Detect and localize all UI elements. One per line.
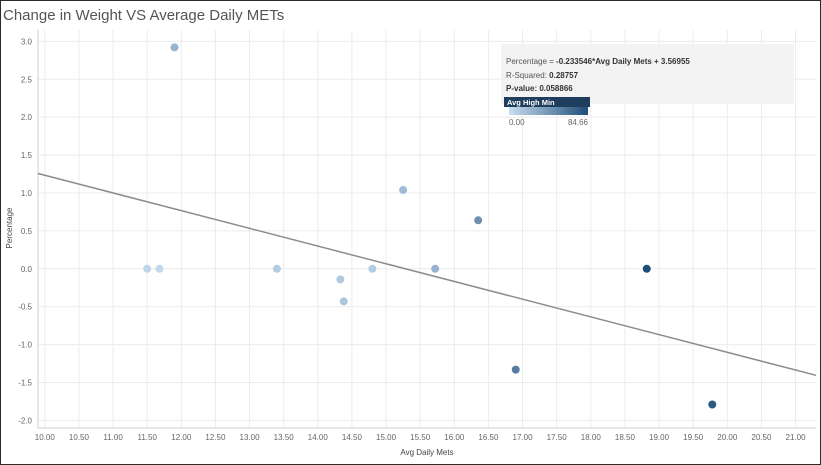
y-tick-label: 2.0 xyxy=(21,113,33,122)
x-tick-label: 19.50 xyxy=(683,433,704,442)
color-legend-max: 84.66 xyxy=(568,118,589,127)
data-point xyxy=(339,297,348,306)
chart-title: Change in Weight VS Average Daily METs xyxy=(3,7,285,24)
data-point xyxy=(155,264,164,273)
data-point xyxy=(368,264,377,273)
data-point xyxy=(399,185,408,194)
color-legend-min: 0.00 xyxy=(509,118,525,127)
equation-prefix: Percentage = xyxy=(506,57,556,66)
x-tick-label: 10.00 xyxy=(35,433,56,442)
data-point xyxy=(708,400,717,409)
x-tick-label: 13.50 xyxy=(274,433,295,442)
y-tick-label: -1.0 xyxy=(18,341,32,350)
x-tick-label: 11.50 xyxy=(137,433,157,442)
x-tick-label: 13.00 xyxy=(240,433,261,442)
x-tick-label: 17.00 xyxy=(513,433,534,442)
y-tick-label: 1.5 xyxy=(21,151,33,160)
axes xyxy=(37,30,816,429)
y-tick-label: -1.5 xyxy=(18,379,32,388)
equation-text: Percentage = -0.233546*Avg Daily Mets + … xyxy=(506,57,690,66)
x-tick-label: 15.00 xyxy=(376,433,397,442)
y-tick-label: -0.5 xyxy=(18,303,32,312)
data-point xyxy=(336,275,345,284)
trend-line xyxy=(37,172,817,377)
r-squared-text: R-Squared: 0.28757 xyxy=(506,71,579,80)
x-tick-label: 20.00 xyxy=(717,433,738,442)
data-point xyxy=(474,216,483,225)
stats-annotation-box xyxy=(501,44,794,104)
y-tick-label: 1.0 xyxy=(21,189,33,198)
r-squared-label: R-Squared: xyxy=(506,71,549,80)
data-point xyxy=(170,43,179,52)
x-tick-label: 16.50 xyxy=(478,433,499,442)
y-tick-labels: 3.0 2.5 2.0 1.5 1.0 0.5 0.0 -0.5 -1.0 -1.5 -2.0 xyxy=(18,37,32,425)
color-legend: Avg High Min 0.00 84.66 xyxy=(504,97,590,127)
x-tick-label: 14.00 xyxy=(308,433,329,442)
x-tick-label: 20.50 xyxy=(751,433,772,442)
trend-line-group xyxy=(37,172,817,377)
x-tick-label: 11.00 xyxy=(103,433,123,442)
data-point xyxy=(431,264,440,273)
x-tick-label: 16.00 xyxy=(444,433,465,442)
color-legend-header xyxy=(504,97,590,107)
y-axis-label: Percentage xyxy=(5,207,14,248)
equation-value: -0.233546*Avg Daily Mets + 3.56955 xyxy=(556,57,690,66)
x-tick-label: 10.50 xyxy=(69,433,90,442)
y-tick-label: -2.0 xyxy=(18,416,32,425)
data-point xyxy=(143,264,152,273)
data-point xyxy=(272,264,281,273)
color-legend-gradient xyxy=(509,107,588,115)
x-tick-label: 21.00 xyxy=(786,433,807,442)
data-point xyxy=(511,365,520,374)
x-tick-labels: 10.00 10.50 11.00 11.50 12.00 12.50 13.00 13.50… xyxy=(35,433,806,442)
x-axis-label: Avg Daily Mets xyxy=(400,448,453,457)
r-squared-value: 0.28757 xyxy=(549,71,578,80)
x-tick-label: 19.00 xyxy=(649,433,670,442)
y-tick-label: 0.5 xyxy=(21,227,33,236)
data-point xyxy=(642,264,651,273)
x-tick-label: 18.00 xyxy=(581,433,602,442)
color-legend-title: Avg High Min xyxy=(507,98,555,107)
x-tick-label: 12.50 xyxy=(205,433,226,442)
x-tick-label: 17.50 xyxy=(547,433,568,442)
x-tick-label: 14.50 xyxy=(342,433,363,442)
y-tick-label: 3.0 xyxy=(21,37,33,46)
x-tick-label: 15.50 xyxy=(410,433,431,442)
data-points xyxy=(143,43,717,409)
y-tick-label: 2.5 xyxy=(21,75,33,84)
stats-annotation: Percentage = -0.233546*Avg Daily Mets + … xyxy=(501,44,794,104)
x-tick-label: 12.00 xyxy=(171,433,192,442)
x-tick-label: 18.50 xyxy=(615,433,636,442)
y-tick-label: 0.0 xyxy=(21,265,33,274)
p-value-text: P-value: 0.058866 xyxy=(506,84,573,93)
